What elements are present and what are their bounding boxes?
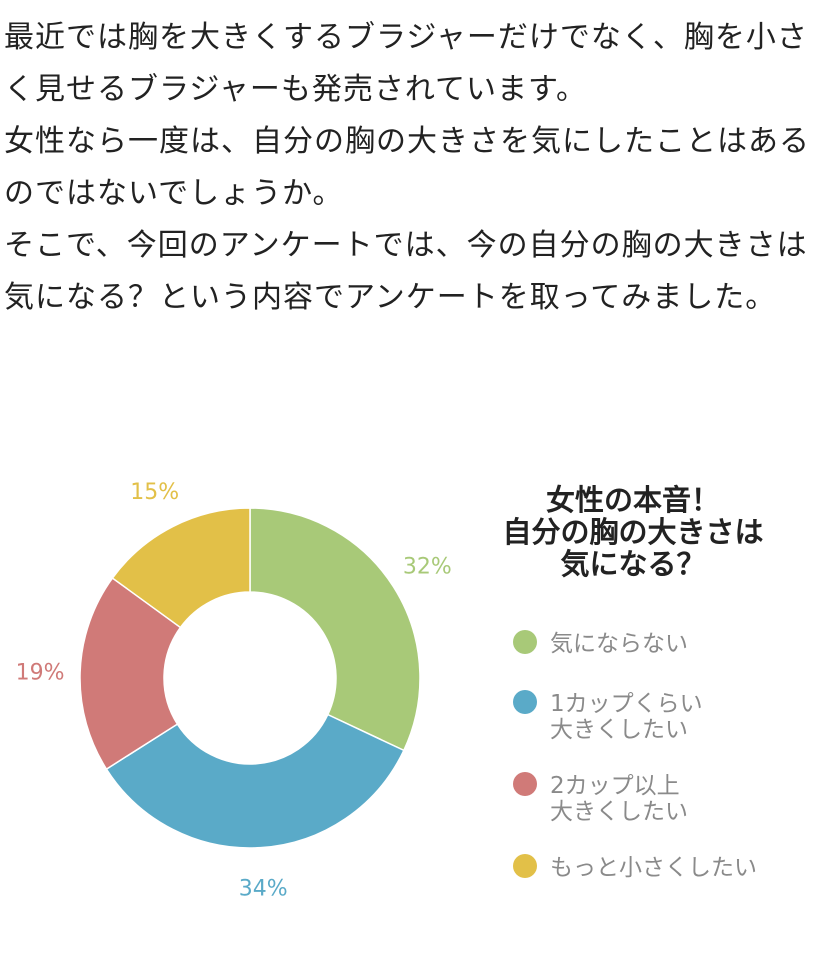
legend-label-3-line-2: 大きくしたい [550, 799, 688, 825]
legend-swatch-1 [513, 630, 537, 654]
percent-labels: 32% 34% 19% 15% [16, 480, 452, 902]
legend-label-3-line-1: 2カップ以上 [550, 773, 680, 799]
donut-slices [79, 507, 421, 849]
donut-slice-3 [79, 577, 182, 771]
chart-title: 女性の本音！自分の胸の大きさは気になる？ [502, 483, 763, 581]
percent-label-3: 19% [16, 660, 65, 685]
chart-title-line-2: 自分の胸の大きさは [502, 515, 763, 549]
legend-label-1-line-1: 気にならない [550, 631, 688, 657]
legend-label-2-line-1: 1カップくらい [550, 691, 703, 717]
donut-chart-svg: 32% 34% 19% 15% 女性の本音！自分の胸の大きさは気になる？ 気にならない… [16, 480, 764, 902]
legend-swatch-4 [513, 854, 537, 878]
legend-label-2-line-2: 大きくしたい [550, 717, 688, 743]
paragraph-2: 女性なら一度は、自分の胸の大きさを気にしたことはあるのではないでしょうか。 [4, 124, 810, 211]
legend-item-4: もっと小さくしたい [513, 854, 757, 881]
percent-label-1: 32% [403, 554, 452, 579]
legend-item-1: 気にならない [513, 630, 688, 657]
chart-title-line-1: 女性の本音！ [546, 483, 720, 517]
paragraph-3: そこで、今回のアンケートでは、今の自分の胸の大きさは気になる？という内容でアンケ… [4, 228, 808, 315]
paragraph-1: 最近では胸を大きくするブラジャーだけでなく、胸を小さく見せるブラジャーも発売され… [4, 20, 808, 107]
donut-slice-2 [105, 713, 405, 849]
percent-label-4: 15% [130, 480, 179, 505]
legend-label-4-line-1: もっと小さくしたい [550, 855, 757, 881]
legend-swatch-3 [513, 772, 537, 796]
percent-label-2: 34% [239, 877, 288, 902]
donut-slice-4 [111, 507, 251, 629]
legend-swatch-2 [513, 690, 537, 714]
donut-slice-1 [249, 507, 421, 752]
article-body: 最近では胸を大きくするブラジャーだけでなく、胸を小さく見せるブラジャーも発売され… [4, 12, 814, 324]
survey-chart: 32% 34% 19% 15% 女性の本音！自分の胸の大きさは気になる？ 気にならない… [0, 470, 828, 910]
chart-title-line-3: 気になる？ [560, 547, 705, 581]
